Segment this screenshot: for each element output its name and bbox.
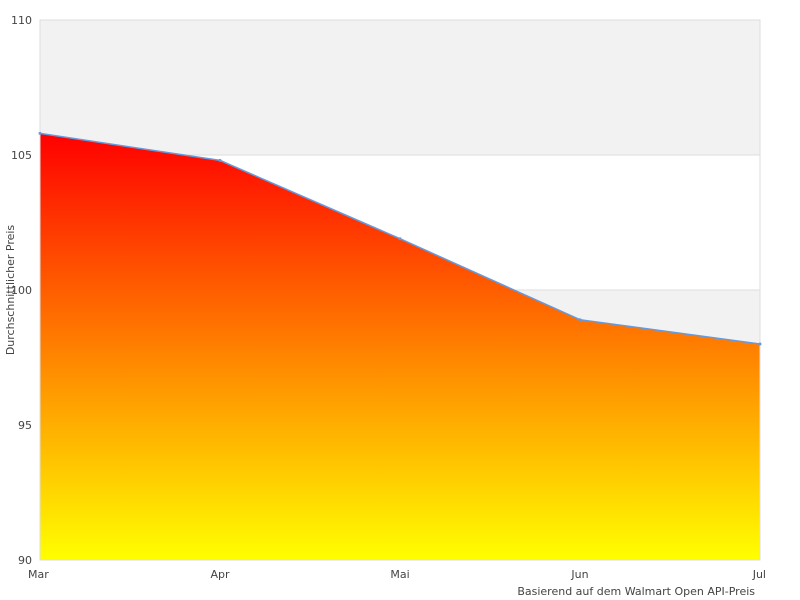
x-tick-label: Mai <box>390 568 409 581</box>
x-axis-ticks: Mar Apr Mai Jun Jul <box>28 568 766 581</box>
data-point-mai <box>398 237 402 241</box>
data-point-mar <box>38 131 42 135</box>
data-point-jul <box>758 342 762 346</box>
x-axis-label: Basierend auf dem Walmart Open API-Preis <box>517 585 755 598</box>
plot-frame <box>39 19 761 561</box>
y-tick-label: 90 <box>18 554 32 567</box>
x-tick-label: Mar <box>28 568 49 581</box>
y-tick-label: 95 <box>18 419 32 432</box>
y-axis-ticks: 90 95 100 105 110 <box>11 14 32 567</box>
area-fill <box>40 133 760 560</box>
y-tick-label: 110 <box>11 14 32 27</box>
data-point-jun <box>578 318 582 322</box>
y-tick-label: 105 <box>11 149 32 162</box>
y-tick-label: 100 <box>11 284 32 297</box>
x-tick-label: Apr <box>210 568 230 581</box>
y-axis-label: Durchschnittlicher Preis <box>4 225 17 356</box>
data-points <box>38 131 762 346</box>
x-tick-label: Jun <box>570 568 588 581</box>
x-tick-label: Jul <box>752 568 766 581</box>
data-point-apr <box>218 158 222 162</box>
background-band <box>40 20 760 155</box>
